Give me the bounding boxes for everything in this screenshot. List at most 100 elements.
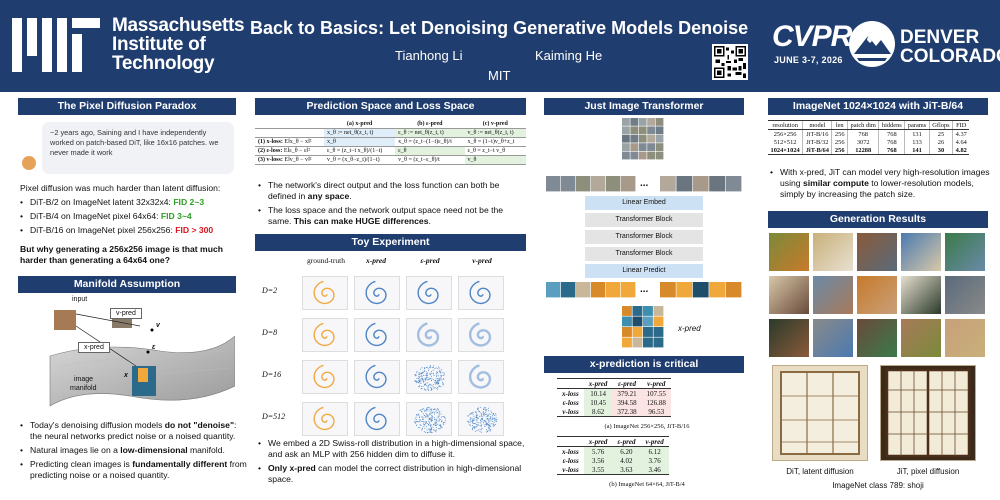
toy-col-head: x-pred [366,256,386,265]
patch-row-noisy [546,176,636,192]
label-input: input [72,296,88,303]
city-line-1: DENVER [900,27,980,48]
table-b-caption: (b) ImageNet 64×64, JiT-B/4 [609,481,685,488]
manifold-bullets: Today's denoising diffusion models do no… [20,420,248,484]
patch-row-clean-2 [660,282,742,298]
pred-col-head: (b) ε-pred [395,120,465,129]
list-item: DiT-B/4 on ImageNet pixel 64x64: FID 3~4 [20,211,245,222]
quote-bubble: ~2 years ago, Saining and I have indepen… [42,122,234,174]
shoji-image-jit [880,365,976,461]
mountain-logo-icon [848,20,896,68]
table-row: (2) ε-loss: E‖ε_θ − ε‖² ε_θ = (z_t−t x_θ… [255,146,526,156]
patch-row-clean [546,282,636,298]
mit-wordmark: Massachusetts Institute of Technology [112,15,245,74]
block-linear-embed: Linear Embed [585,196,703,210]
affiliation: MIT [488,68,511,83]
toy-plot [354,318,400,352]
block-transformer: Transformer Block [585,230,703,244]
label-jit-pixel: JiT, pixel diffusion [896,467,960,476]
toy-col-head: ε-pred [420,256,440,265]
shoji-image-dit [772,365,868,461]
block-transformer: Transformer Block [585,247,703,261]
generation-grid [768,232,988,360]
symbol-v: v [156,322,160,329]
patch-row-noisy-2 [660,176,742,192]
pred-col-sub: x_θ := net_θ(z_t, t) [324,128,396,138]
list-item: Today's denoising diffusion models do no… [20,420,248,442]
table-row: v-loss 8.62 372.38 96.53 [557,407,671,417]
block-transformer: Transformer Block [585,213,703,227]
toy-plot [406,360,452,394]
table-b: x-pred ε-pred v-pred x-loss 5.76 6.20 6.… [557,436,669,475]
ellipsis: ... [640,178,649,189]
section-title-pixel-paradox: The Pixel Diffusion Paradox [18,98,236,115]
denver-colorado-logo: DENVER COLORADO [900,28,1000,66]
table-row: v-loss 3.55 3.63 3.46 [557,465,669,475]
section-title-manifold: Manifold Assumption [18,276,236,293]
table-row: ε-loss 3.56 4.02 3.76 [557,456,669,465]
generated-image [812,318,854,358]
toy-plot [302,402,348,436]
qr-code-icon[interactable] [712,44,748,80]
generated-image [856,318,898,358]
label-imagenet-class: ImageNet class 789: shoji [832,481,924,490]
label-vpred: v-pred [110,308,142,319]
toy-row-label: D=8 [262,328,278,337]
prediction-bullets: The network's direct output and the loss… [258,180,526,230]
generated-image [812,232,854,272]
table-row: 512×512 JiT-B/32 256 3072 768 133 26 4.64 [768,138,970,146]
generated-image [900,275,942,315]
toy-plot [302,318,348,352]
toy-row-label: D=16 [262,370,282,379]
imagenet1024-table: resolution model len patch dim hiddens p… [768,120,970,155]
author-2: Kaiming He [535,48,603,63]
institution-line-3: Technology [112,53,215,74]
toy-bullets: We embed a 2D Swiss-roll distribution in… [258,438,526,488]
poster-header: Massachusetts Institute of Technology Ba… [0,0,1000,92]
toy-plot [406,276,452,310]
toy-plot [354,276,400,310]
section-title-imagenet1024: ImageNet 1024×1024 with JiT-B/64 [768,98,988,115]
toy-plot [354,360,400,394]
symbol-eps: ε [152,344,156,351]
mit-bars-icon [12,18,100,72]
toy-row-label: D=2 [262,286,278,295]
symbol-x: x [124,372,128,379]
prediction-table: (a) x-pred (b) ε-pred (c) v-pred x_θ := … [255,120,526,165]
toy-plot [406,402,452,436]
imagenet1024-bullet: With x-pred, JiT can model very high-res… [770,167,992,203]
generated-image [768,232,810,272]
pred-col-sub: v_θ := net_θ(z_t, t) [464,128,526,138]
city-line-2: COLORADO [900,46,1000,67]
cvpr-logo: CVPR [772,20,852,53]
generated-image [944,318,986,358]
table-row: (1) x-loss: E‖x_θ − x‖² x_θ x_θ = (z_t−(… [255,137,526,147]
table-row: x-loss 10.14 379.21 107.55 [557,388,671,398]
table-row: 1024×1024 JiT-B/64 256 12288 768 141 30 4.82 [768,146,970,155]
pred-col-sub: ε_θ := net_θ(z_t, t) [395,128,465,138]
paradox-list: DiT-B/2 on ImageNet latent 32x32x4: FID … [20,197,245,239]
section-title-jit: Just Image Transformer [544,98,744,115]
list-item: With x-pred, JiT can model very high-res… [770,167,992,200]
generated-image [812,275,854,315]
pred-col-head: (a) x-pred [324,120,396,129]
table-a: x-pred ε-pred v-pred x-loss 10.14 379.21… [557,378,671,417]
manifold-diagram: input v-pred x-pred v ε x image manifold [40,296,236,408]
table-row: ε-loss 10.45 394.58 126.88 [557,398,671,407]
pred-col-head: (c) v-pred [464,120,526,129]
toy-plot [302,276,348,310]
label-image: image [74,376,94,383]
list-item: DiT-B/16 on ImageNet pixel 256x256: FID … [20,225,245,236]
section-title-generation: Generation Results [768,211,988,228]
toy-plot [458,360,504,394]
section-title-xpred-critical: x-prediction is critical [544,356,744,373]
institution-line-1: Massachusetts [112,15,245,36]
output-image-mosaic [622,306,664,348]
generated-image [944,232,986,272]
label-manifold: manifold [70,385,97,392]
mit-logo: Massachusetts Institute of Technology [12,16,245,76]
toy-col-head: v-pred [472,256,492,265]
toy-plot [458,276,504,310]
table-row: (3) v-loss: E‖v_θ − v‖² v_θ = (x_θ−z_t)/… [255,155,526,165]
section-title-toy: Toy Experiment [255,234,526,251]
